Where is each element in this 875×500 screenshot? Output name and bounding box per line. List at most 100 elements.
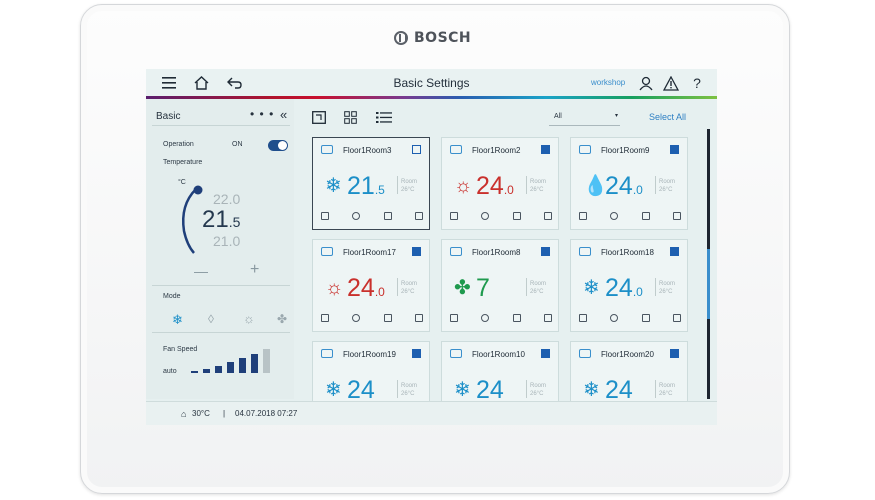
operation-toggle[interactable] bbox=[268, 140, 288, 151]
room-card[interactable]: Floor1Room9 💧 24.0 Room 26°C bbox=[570, 137, 688, 230]
indoor-unit-icon bbox=[579, 349, 591, 358]
target-temp-dec: .5 bbox=[228, 214, 241, 230]
indoor-unit-icon bbox=[321, 349, 333, 358]
timer-icon[interactable] bbox=[481, 314, 490, 322]
building-icon: ⌂ bbox=[181, 409, 187, 419]
remote-icon[interactable] bbox=[383, 212, 392, 220]
filter-dropdown[interactable]: All ▾ bbox=[549, 109, 620, 126]
lock-icon[interactable] bbox=[672, 212, 681, 220]
fan-mode-icon[interactable]: ✤ bbox=[277, 312, 288, 326]
mode-icon: ☼ bbox=[325, 277, 344, 299]
divider bbox=[397, 278, 398, 296]
set-temperature: 24.0 bbox=[476, 172, 514, 204]
schedule-icon[interactable] bbox=[579, 212, 587, 220]
set-temperature: 24.0 bbox=[605, 274, 643, 306]
grid-view-icon[interactable] bbox=[344, 111, 357, 129]
outdoor-temperature: 30°C bbox=[192, 409, 210, 418]
chevron-down-icon: ▾ bbox=[614, 113, 618, 119]
divider bbox=[152, 285, 290, 286]
color-divider bbox=[146, 96, 717, 99]
schedule-icon[interactable] bbox=[579, 314, 587, 322]
remote-icon[interactable] bbox=[512, 314, 521, 322]
divider bbox=[152, 332, 290, 333]
select-checkbox[interactable] bbox=[412, 145, 421, 154]
decrease-temp-button[interactable]: — bbox=[194, 263, 208, 279]
room-temp-value: 26°C bbox=[530, 289, 544, 295]
help-icon[interactable]: ? bbox=[693, 75, 701, 91]
remote-icon[interactable] bbox=[641, 314, 650, 322]
room-card[interactable]: Floor1Room17 ☼ 24.0 Room 26°C bbox=[312, 239, 430, 332]
timer-icon[interactable] bbox=[352, 212, 361, 220]
increase-temp-button[interactable]: + bbox=[250, 261, 260, 278]
user-name[interactable]: workshop bbox=[591, 78, 626, 87]
set-temp-dec: .0 bbox=[632, 183, 643, 197]
operation-label: Operation bbox=[163, 141, 194, 148]
select-checkbox[interactable] bbox=[541, 145, 550, 154]
lock-icon[interactable] bbox=[414, 212, 423, 220]
room-card[interactable]: Floor1Room18 ❄ 24.0 Room 26°C bbox=[570, 239, 688, 332]
lock-icon[interactable] bbox=[672, 314, 681, 322]
schedule-icon[interactable] bbox=[321, 314, 329, 322]
warning-icon[interactable] bbox=[662, 74, 680, 92]
set-temp-dec: .0 bbox=[503, 183, 514, 197]
room-temperature: Room 26°C bbox=[659, 178, 675, 194]
user-icon[interactable] bbox=[637, 74, 655, 92]
timer-icon[interactable] bbox=[610, 314, 619, 322]
timer-icon[interactable] bbox=[481, 212, 490, 220]
room-card[interactable]: Floor1Room3 ❄ 21.5 Room 26°C bbox=[312, 137, 430, 230]
divider bbox=[655, 176, 656, 194]
remote-icon[interactable] bbox=[512, 212, 521, 220]
top-bar: Basic Settings workshop ? bbox=[146, 69, 717, 96]
room-name: Floor1Room17 bbox=[343, 248, 396, 257]
collapse-panel-icon[interactable]: « bbox=[280, 107, 288, 122]
select-all-link[interactable]: Select All bbox=[649, 112, 687, 122]
list-view-icon[interactable] bbox=[376, 111, 392, 129]
heat-mode-icon[interactable]: ☼ bbox=[243, 311, 255, 326]
fan-speed-bar bbox=[263, 349, 270, 373]
select-checkbox[interactable] bbox=[670, 247, 679, 256]
room-temperature: Room 26°C bbox=[530, 382, 546, 398]
divider bbox=[152, 125, 290, 126]
select-checkbox[interactable] bbox=[670, 349, 679, 358]
lock-icon[interactable] bbox=[543, 314, 552, 322]
tile-view-icon[interactable] bbox=[312, 111, 326, 129]
back-icon[interactable] bbox=[225, 74, 243, 92]
lock-icon[interactable] bbox=[543, 212, 552, 220]
select-checkbox[interactable] bbox=[670, 145, 679, 154]
select-checkbox[interactable] bbox=[541, 247, 550, 256]
dry-mode-icon[interactable]: ◊ bbox=[208, 312, 214, 326]
fan-speed-bars[interactable] bbox=[191, 349, 291, 373]
remote-icon[interactable] bbox=[383, 314, 392, 322]
card-actions bbox=[450, 314, 552, 322]
schedule-icon[interactable] bbox=[450, 314, 458, 322]
timer-icon[interactable] bbox=[610, 212, 619, 220]
scrollbar-thumb[interactable] bbox=[707, 249, 710, 319]
room-name: Floor1Room9 bbox=[601, 146, 650, 155]
room-label: Room bbox=[530, 383, 547, 389]
room-temperature: Room 26°C bbox=[659, 280, 675, 296]
fan-speed-bar bbox=[239, 358, 246, 373]
select-checkbox[interactable] bbox=[412, 247, 421, 256]
set-temperature: 24 bbox=[605, 376, 633, 408]
set-temp-dec: .0 bbox=[374, 285, 385, 299]
room-temp-value: 26°C bbox=[659, 187, 673, 193]
more-options-icon[interactable]: • • • bbox=[250, 107, 275, 121]
room-card[interactable]: Floor1Room8 ✤ 7 Room 26°C bbox=[441, 239, 559, 332]
schedule-icon[interactable] bbox=[321, 212, 329, 220]
select-checkbox[interactable] bbox=[541, 349, 550, 358]
indoor-unit-icon bbox=[579, 145, 591, 154]
timer-icon[interactable] bbox=[352, 314, 361, 322]
lock-icon[interactable] bbox=[414, 314, 423, 322]
menu-icon[interactable] bbox=[160, 74, 178, 92]
indoor-unit-icon bbox=[450, 145, 462, 154]
room-card[interactable]: Floor1Room2 ☼ 24.0 Room 26°C bbox=[441, 137, 559, 230]
schedule-icon[interactable] bbox=[450, 212, 458, 220]
select-checkbox[interactable] bbox=[412, 349, 421, 358]
temperature-label: Temperature bbox=[163, 159, 203, 166]
home-icon[interactable] bbox=[192, 74, 210, 92]
set-temp-int: 24 bbox=[605, 376, 633, 404]
mode-icon: ❄ bbox=[325, 175, 342, 197]
cool-mode-icon[interactable]: ❄ bbox=[172, 312, 183, 327]
remote-icon[interactable] bbox=[641, 212, 650, 220]
divider bbox=[526, 278, 527, 296]
